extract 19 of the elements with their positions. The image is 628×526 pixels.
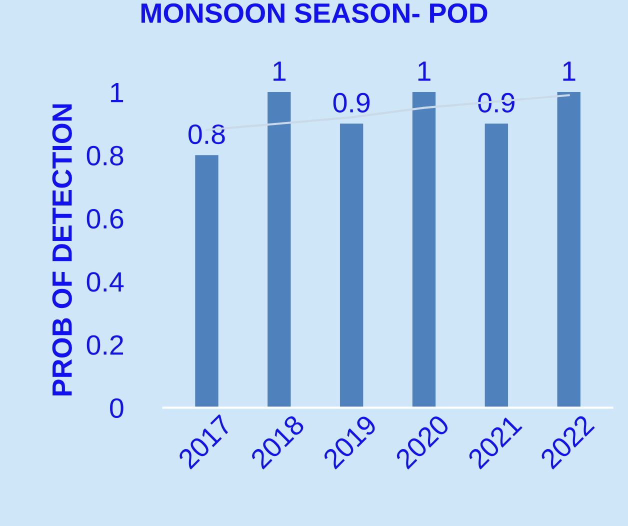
y-tick-label: 0.4 — [86, 272, 124, 292]
bar — [484, 124, 508, 408]
chart-title: MONSOON SEASON- POD — [141, 3, 488, 24]
data-label: 0.9 — [333, 92, 370, 113]
y-tick-label: 0.2 — [86, 335, 123, 355]
y-axis-title: PROB OF DETECTION — [52, 104, 72, 396]
bar — [557, 92, 580, 408]
bar — [268, 92, 291, 408]
bar — [412, 92, 436, 408]
data-label: 0.8 — [188, 124, 225, 144]
data-label: 1 — [563, 62, 576, 81]
y-tick-label: 0.6 — [86, 208, 124, 229]
bar — [195, 155, 218, 408]
data-label: 1 — [274, 62, 286, 81]
y-tick-label: 1 — [111, 83, 124, 102]
bar — [340, 124, 364, 408]
y-tick-label: 0.8 — [86, 146, 124, 166]
data-label: 1 — [418, 62, 430, 81]
y-tick-label: 0 — [110, 398, 124, 418]
